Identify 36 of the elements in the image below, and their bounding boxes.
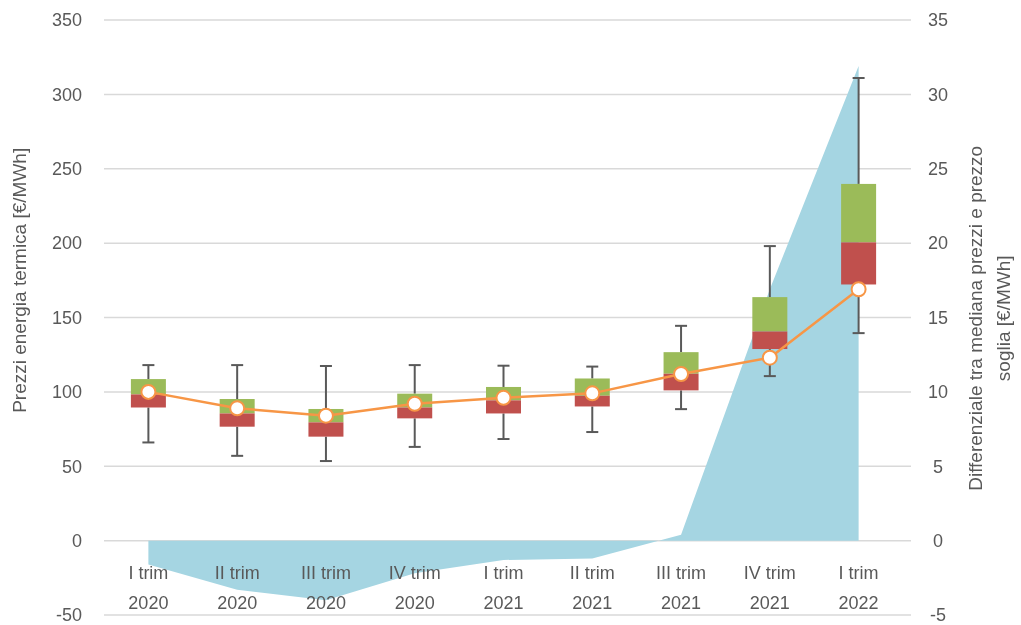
y-tick-label: -50 [55,605,82,625]
point [761,349,778,366]
y2-tick-label: 20 [927,233,949,254]
y2-tick-label: 35 [927,10,949,31]
point [229,400,246,417]
y-tick-label: 100 [51,382,82,403]
y2-tick-label: 15 [927,307,949,328]
point [317,407,334,424]
x-tick-label: I trim 2020 [128,563,169,613]
x-tick-label: III trim 2020 [300,563,351,613]
point [850,281,867,298]
x-tick-label: II trim 2020 [214,563,260,613]
y2-axis-title: Differenziale tra mediana prezzi e prezzo soglia [€/MWh] [965,145,1014,491]
y-tick-label: 300 [51,84,82,105]
point [406,395,423,412]
x-tick-label: IV trim 2020 [388,563,441,613]
y-tick-label: 200 [51,233,82,254]
y2-tick-label: 10 [927,382,949,403]
y-axis-title: Prezzi energia termica [€/MWh] [9,147,30,413]
y-tick-label: 50 [61,456,82,477]
point [140,383,157,400]
x-tick-label: I trim 2022 [838,563,879,613]
y2-tick-label: 25 [927,159,949,180]
y2-tick-label: 0 [932,530,944,551]
x-tick-label: IV trim 2021 [743,563,796,613]
y-tick-label: 150 [51,307,82,328]
y2-tick-label: 30 [927,84,949,105]
y-tick-label: 0 [71,530,82,551]
y-tick-label: 350 [51,10,82,31]
x-tick-label: III trim 2021 [656,563,707,613]
point [495,389,512,406]
x-tick-label: II trim 2021 [569,563,615,613]
y-tick-label: 250 [51,159,82,180]
x-tick-label: I trim 2021 [483,563,524,613]
y2-tick-label: -5 [929,605,947,625]
y2-tick-label: 5 [932,456,944,477]
